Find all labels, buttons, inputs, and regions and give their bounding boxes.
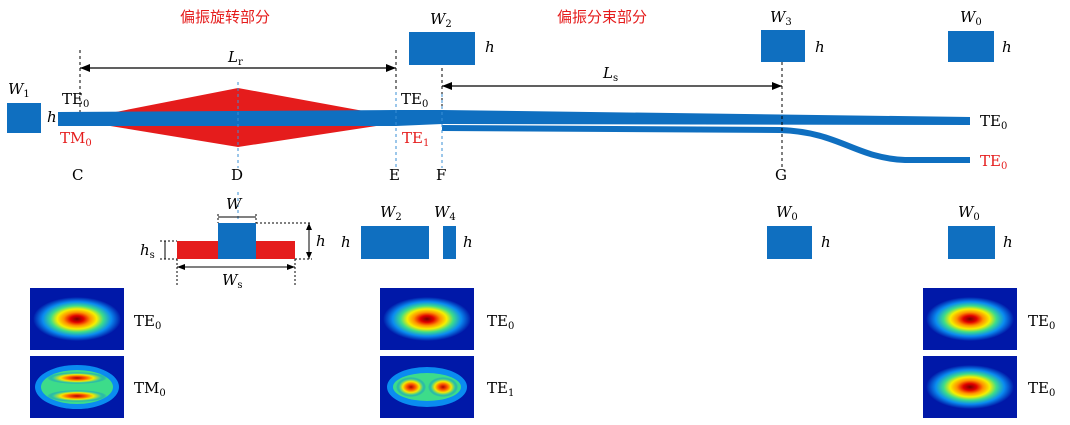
point-d: D (231, 166, 243, 184)
w2-lower-label: W2 (380, 203, 402, 223)
mode-out-te0-label-2: TE0 (1028, 379, 1055, 399)
w0-g-h: h (821, 233, 831, 251)
w1-h-label: h (47, 108, 57, 126)
mode-c-te0-image (30, 288, 124, 350)
heading-splitter: 偏振分束部分 (557, 8, 647, 26)
rib (218, 223, 256, 259)
w0-g-label: W0 (776, 203, 798, 223)
w3-label: W3 (770, 8, 792, 28)
mode-out-te0-image-1 (923, 288, 1017, 350)
w0-g-cross-section (767, 226, 812, 259)
rib-w-label: W (226, 195, 243, 213)
w0-out-label: W0 (958, 203, 980, 223)
cross-waveguide (441, 125, 970, 163)
lr-label: Lr (227, 48, 243, 68)
mode-e-te1-image (380, 356, 474, 418)
mode-c-te0-label: TE0 (134, 312, 161, 332)
w2-lower-h: h (341, 233, 351, 251)
w3-cross-section (761, 30, 805, 62)
mode-out-te0-label-1: TE0 (1028, 312, 1055, 332)
hs-label: hs (140, 241, 155, 261)
out-te0-cross: TE0 (980, 152, 1007, 172)
w2-top-cross-section (409, 32, 475, 65)
c-tm0-label: TM0 (60, 129, 92, 149)
c-te0-label: TE0 (62, 90, 89, 110)
d-cross-section: W h hs Ws (140, 195, 326, 291)
point-c: C (72, 166, 83, 184)
heading-rotation: 偏振旋转部分 (180, 8, 270, 26)
w2-top-label: W2 (430, 10, 452, 30)
ls-label: Ls (602, 64, 618, 84)
mode-e-te0-label: TE0 (487, 312, 514, 332)
main-waveguide (58, 110, 970, 126)
w1-cross-section (7, 103, 41, 133)
lr-dimension: Lr (80, 48, 396, 72)
point-e: E (389, 166, 400, 184)
ws-label: Ws (222, 271, 243, 291)
w0-top-h: h (1002, 38, 1012, 56)
w0-out-cross-section (948, 226, 995, 259)
mode-e-te0-image (380, 288, 474, 350)
out-te0-through: TE0 (980, 112, 1007, 132)
w0-top-label: W0 (960, 8, 982, 28)
w2-top-h: h (485, 38, 495, 56)
mode-c-tm0-image (30, 356, 124, 418)
mode-e-te1-label: TE1 (487, 379, 514, 399)
w0-top-cross-section (948, 31, 994, 62)
point-f: F (436, 166, 446, 184)
w4-cross-section (443, 226, 456, 259)
mode-out-te0-image-2 (923, 356, 1017, 418)
w0-out-h: h (1003, 233, 1013, 251)
w4-label: W4 (434, 203, 456, 223)
e-te1-label: TE1 (402, 129, 429, 149)
w4-h: h (463, 233, 473, 251)
mode-c-tm0-label: TM0 (134, 379, 166, 399)
w1-label: W1 (8, 80, 30, 100)
w3-h: h (815, 38, 825, 56)
e-te0-label: TE0 (401, 90, 428, 110)
rib-h-label: h (316, 232, 326, 250)
ls-dimension: Ls (442, 64, 782, 90)
point-g: G (775, 166, 787, 184)
w2-lower-cross-section (361, 226, 429, 259)
